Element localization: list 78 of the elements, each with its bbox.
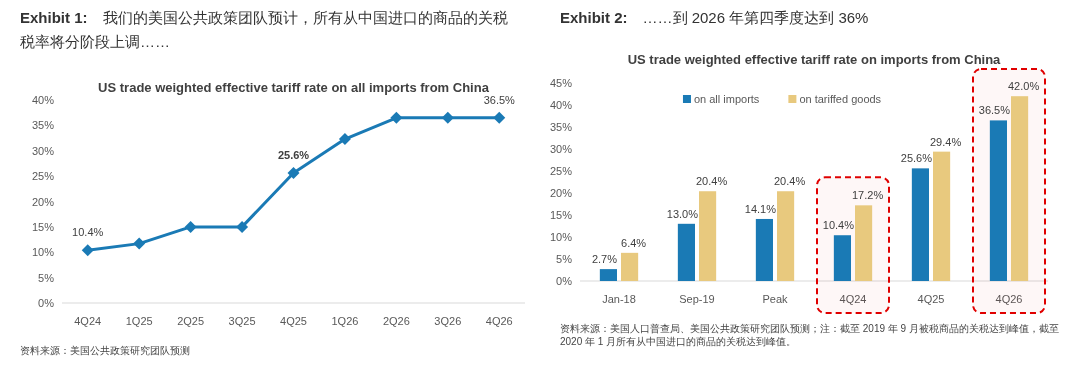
point — [184, 220, 197, 233]
y-tick-label: 30% — [31, 144, 55, 157]
legend-label: on tariffed goods — [799, 93, 882, 105]
y-tick-label: 20% — [549, 187, 573, 199]
x-tick-label: 4Q25 — [917, 293, 945, 305]
y-tick-label: 5% — [38, 271, 55, 284]
bar — [777, 191, 795, 281]
bar — [1011, 96, 1029, 281]
text: 资料来源：美国公共政策研究团队预测 — [20, 345, 190, 356]
chart-subtitle: US trade weighted effective tariff rate on all imports from China — [98, 80, 490, 95]
x-tick-label: Jan-18 — [602, 293, 636, 305]
y-tick-label: 40% — [549, 99, 573, 111]
legend-label: on all imports — [693, 93, 760, 105]
bar — [933, 151, 951, 281]
data-label: 10.4% — [822, 219, 855, 232]
y-tick-label: 15% — [31, 220, 55, 233]
bar — [855, 205, 873, 281]
data-label: 25.6% — [277, 149, 310, 162]
y-tick-label: 5% — [556, 253, 573, 265]
point — [236, 220, 249, 233]
data-label: 29.4% — [929, 135, 962, 148]
bar — [699, 191, 717, 281]
y-tick-label: 40% — [31, 94, 55, 106]
data-label: 20.4% — [695, 175, 728, 188]
chart-title: Exhibit 1: 我们的美国公共政策团队预计，所有从中国进口的商品的关税税率将分阶段上调…… — [20, 9, 508, 50]
x-tick-label: 1Q26 — [331, 315, 359, 327]
bar — [621, 252, 639, 281]
point — [441, 111, 454, 124]
data-label: 36.5% — [978, 104, 1011, 117]
bar — [911, 168, 929, 281]
data-label: 17.2% — [851, 189, 884, 202]
point — [287, 167, 300, 180]
data-label: 13.0% — [666, 207, 699, 220]
x-tick-label: 1Q25 — [125, 315, 153, 327]
data-label: 25.6% — [900, 152, 933, 165]
x-tick-label: 2Q26 — [382, 315, 410, 327]
y-tick-label: 25% — [549, 165, 573, 177]
y-tick-label: 0% — [556, 275, 573, 287]
text: 资料来源：美国人口普查局、美国公共政策研究团队预测；注：截至 2019 年 9 月被税商品的关税达到峰值，截至 2020 年 1 月所有从中国进口的商品的关税达到峰值。 — [560, 323, 1059, 347]
point — [338, 133, 351, 146]
y-tick-label: 10% — [31, 246, 55, 259]
point — [81, 244, 94, 257]
y-tick-label: 0% — [38, 297, 55, 309]
bar — [599, 269, 617, 281]
point — [493, 111, 506, 124]
chart-subtitle: US trade weighted effective tariff rate on imports from China — [627, 52, 1002, 67]
data-label: 42.0% — [1007, 80, 1040, 93]
y-tick-label: 35% — [549, 121, 573, 133]
bar — [677, 223, 695, 281]
chart-title: Exhibit 2: ……到 2026 年第四季度达到 36% — [560, 9, 869, 26]
bar — [755, 218, 773, 281]
x-tick-label: Sep-19 — [679, 293, 715, 305]
point — [133, 237, 146, 250]
x-tick-label: 3Q25 — [228, 315, 256, 327]
data-label: 10.4% — [72, 226, 104, 239]
y-tick-label: 35% — [31, 119, 55, 132]
point — [390, 111, 403, 124]
x-tick-label: 4Q24 — [74, 315, 102, 327]
x-tick-label: 2Q25 — [177, 315, 205, 327]
y-tick-label: 20% — [31, 195, 55, 208]
x-tick-label: Peak — [762, 293, 789, 305]
data-label: 36.5% — [483, 93, 516, 106]
x-tick-label: 4Q26 — [485, 315, 513, 327]
x-tick-label: 4Q25 — [280, 315, 307, 327]
bar — [989, 120, 1007, 281]
x-tick-label: 3Q26 — [434, 315, 462, 327]
data-label: 2.7% — [591, 253, 618, 266]
bar — [833, 235, 851, 281]
y-tick-label: 15% — [549, 209, 573, 221]
data-label: 20.4% — [773, 175, 806, 188]
data-label: 6.4% — [621, 236, 647, 249]
y-tick-label: 30% — [549, 143, 573, 155]
y-tick-label: 25% — [31, 170, 55, 183]
x-tick-label: 4Q26 — [995, 293, 1023, 305]
y-tick-label: 45% — [549, 77, 573, 89]
data-label: 14.1% — [744, 202, 777, 215]
x-tick-label: 4Q24 — [839, 293, 867, 305]
y-tick-label: 10% — [549, 231, 573, 243]
